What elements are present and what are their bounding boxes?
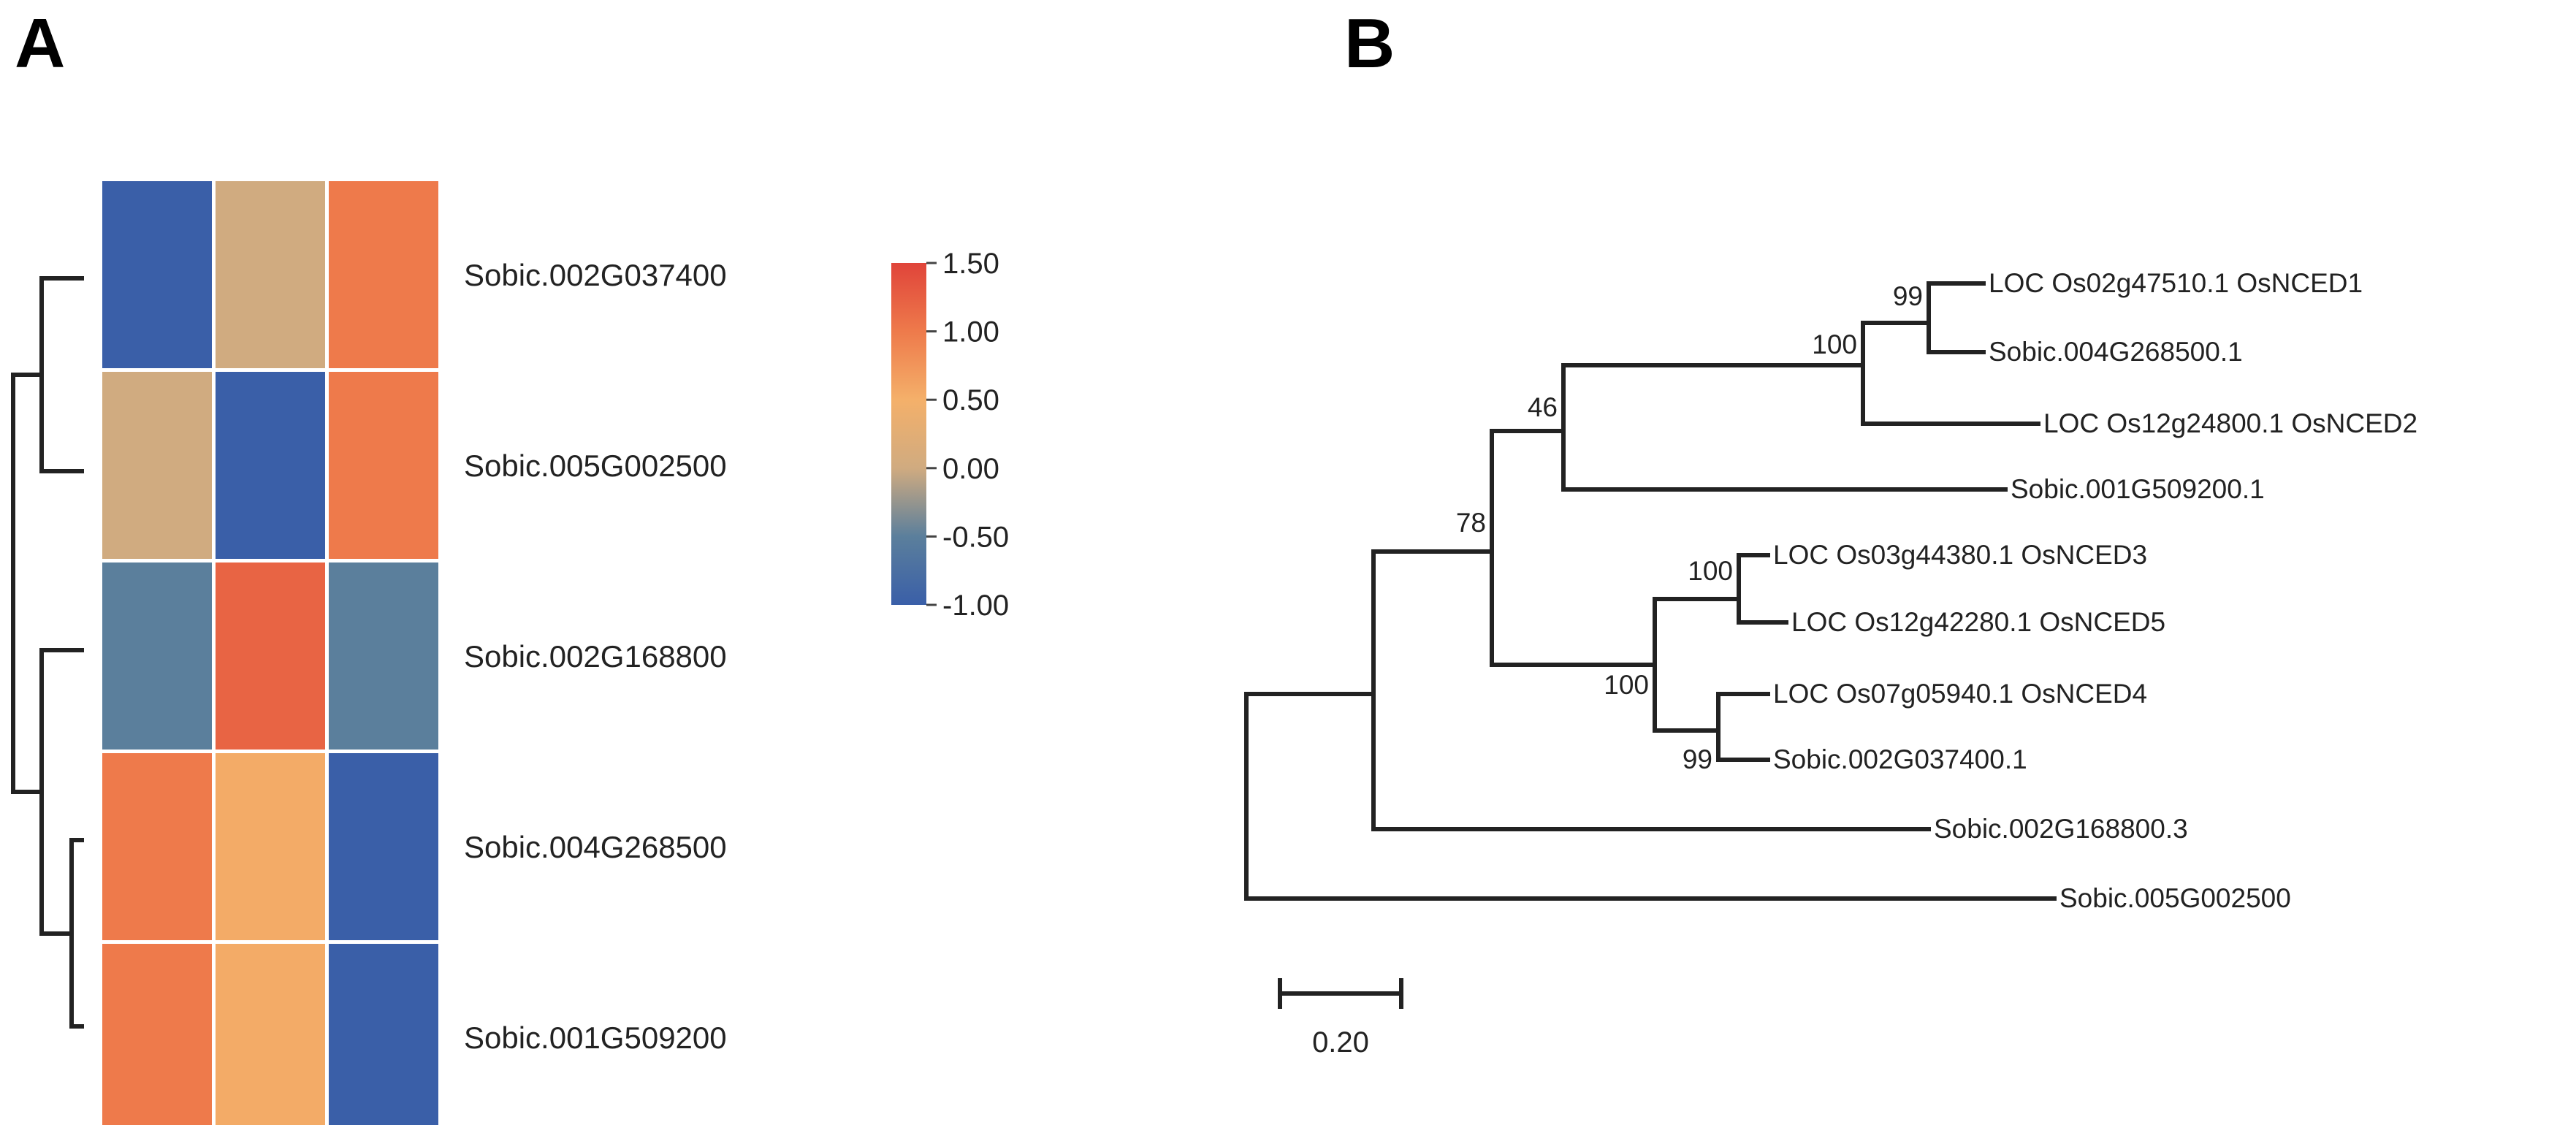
tree-branch <box>1371 549 1494 831</box>
heatmap-cell <box>216 562 325 750</box>
bootstrap-value: 99 <box>1683 744 1712 774</box>
tree-branch <box>1716 692 1770 762</box>
heatmap-cell <box>329 753 438 940</box>
bootstrap-value: 100 <box>1812 329 1857 359</box>
colorbar-gradient <box>891 263 926 605</box>
bootstrap-value: 78 <box>1456 508 1486 538</box>
heatmap-cell <box>102 562 212 750</box>
tree-leaf-label: Sobic.002G037400.1 <box>1773 744 2027 774</box>
tree-leaf-label: LOC Os03g44380.1 OsNCED3 <box>1773 540 2147 570</box>
tree-leaf-label: LOC Os07g05940.1 OsNCED4 <box>1773 679 2147 709</box>
tree-leaf-label: Sobic.004G268500.1 <box>1989 337 2243 367</box>
colorbar-tick-label: 0.50 <box>942 384 999 416</box>
colorbar-tick-label: -0.50 <box>942 521 1009 553</box>
heatmap-row-label: Sobic.004G268500 <box>464 830 727 864</box>
heatmap-cell <box>102 372 212 559</box>
heatmap-row-label: Sobic.002G037400 <box>464 258 727 292</box>
dendrogram-branch <box>39 276 84 473</box>
heatmap-cell <box>329 372 438 559</box>
tree-branch <box>1861 321 2040 426</box>
tree-branch <box>1490 429 1657 667</box>
dendrogram-branch <box>39 648 84 936</box>
tree-branch <box>1244 692 1376 901</box>
panel-label-a: A <box>15 4 65 83</box>
heatmap-cell <box>329 562 438 750</box>
dendrogram-branch <box>11 373 44 794</box>
colorbar-tick-label: 0.00 <box>942 453 999 485</box>
bootstrap-value: 46 <box>1528 392 1558 422</box>
heatmap-cell <box>329 944 438 1125</box>
phylogenetic-tree <box>1244 281 2057 1009</box>
tree-leaf-label: LOC Os02g47510.1 OsNCED1 <box>1989 268 2363 298</box>
heatmap-cell <box>216 372 325 559</box>
tree-leaf-label: LOC Os12g42280.1 OsNCED5 <box>1791 607 2165 637</box>
colorbar-tick-label: 1.50 <box>942 248 999 280</box>
bootstrap-value: 100 <box>1604 670 1649 700</box>
heatmap-cell <box>102 753 212 940</box>
tree-leaf-label: Sobic.002G168800.3 <box>1934 814 2188 844</box>
heatmap-cell <box>102 944 212 1125</box>
tree-branch <box>1653 597 1720 733</box>
heatmap-row-label: Sobic.001G509200 <box>464 1021 727 1055</box>
heatmap: Sobic.002G037400 Sobic.005G002500 Sobic.00… <box>102 181 727 1125</box>
bootstrap-value: 100 <box>1688 556 1733 586</box>
bootstrap-value: 99 <box>1893 281 1923 311</box>
tree-branch <box>1927 281 1986 354</box>
scale-bar-label: 0.20 <box>1312 1026 1369 1059</box>
heatmap-row-dendrogram <box>11 276 84 1029</box>
colorbar: 1.50 1.00 0.50 0.00 -0.50 -1.00 <box>891 248 1009 622</box>
colorbar-tick-label: 1.00 <box>942 316 999 348</box>
heatmap-cell <box>216 753 325 940</box>
heatmap-cell <box>216 944 325 1125</box>
heatmap-row-label: Sobic.002G168800 <box>464 639 727 674</box>
heatmap-row-label: Sobic.005G002500 <box>464 449 727 483</box>
tree-branch <box>1737 553 1788 625</box>
heatmap-cell <box>216 181 325 368</box>
scale-bar <box>1278 978 1403 1009</box>
tree-leaf-label: LOC Os12g24800.1 OsNCED2 <box>2043 408 2417 438</box>
panel-label-b: B <box>1344 4 1395 83</box>
tree-leaf-label: Sobic.001G509200.1 <box>2011 474 2265 504</box>
tree-leaf-label: Sobic.005G002500 <box>2059 883 2291 913</box>
colorbar-tick-label: -1.00 <box>942 590 1009 622</box>
heatmap-cell <box>102 181 212 368</box>
tree-branch <box>1561 363 2008 492</box>
heatmap-cell <box>329 181 438 368</box>
